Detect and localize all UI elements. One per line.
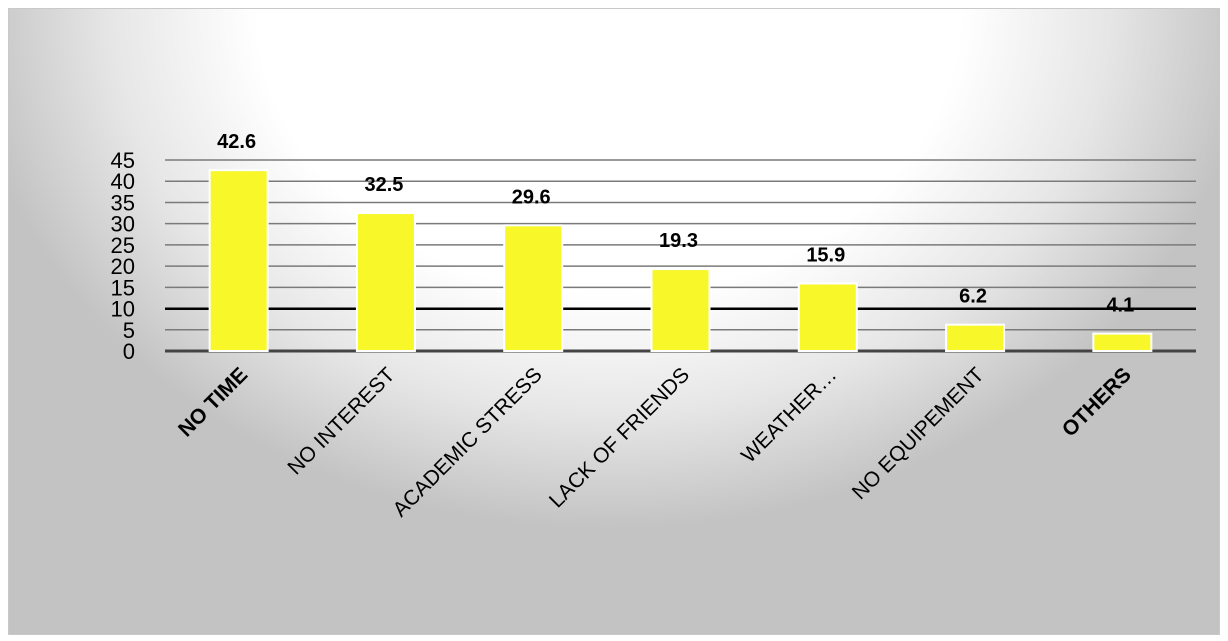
data-label: 15.9 bbox=[806, 245, 845, 267]
x-category-label: NO TIME bbox=[174, 363, 252, 441]
bar-2 bbox=[355, 212, 416, 352]
y-tick-label: 10 bbox=[111, 297, 135, 322]
x-category-label: NO INTEREST bbox=[283, 363, 399, 479]
gridlines bbox=[165, 159, 1196, 353]
y-tick-label: 15 bbox=[111, 275, 135, 300]
bar-5 bbox=[797, 282, 858, 352]
y-tick-label: 30 bbox=[111, 212, 135, 237]
bar-1 bbox=[208, 169, 269, 352]
y-tick-label: 20 bbox=[111, 254, 135, 279]
y-tick-label: 0 bbox=[123, 339, 135, 364]
bar-4 bbox=[650, 268, 711, 352]
data-label: 6.2 bbox=[959, 286, 987, 308]
chart-frame bbox=[8, 8, 1220, 635]
x-category-label: LACK OF FRIENDS bbox=[545, 363, 694, 512]
y-tick-label: 40 bbox=[111, 169, 135, 194]
y-tick-label: 45 bbox=[111, 148, 135, 173]
data-label: 4.1 bbox=[1106, 295, 1134, 317]
data-label: 29.6 bbox=[512, 186, 551, 208]
bar-7 bbox=[1092, 332, 1153, 352]
data-label: 32.5 bbox=[364, 174, 403, 196]
data-label: 42.6 bbox=[217, 131, 256, 153]
data-label: 19.3 bbox=[659, 230, 698, 252]
x-category-label: NO EQUIPEMENT bbox=[848, 363, 989, 504]
bar-3 bbox=[503, 224, 564, 352]
bars bbox=[208, 169, 1153, 353]
y-tick-label: 35 bbox=[111, 190, 135, 215]
bar-6 bbox=[945, 323, 1006, 353]
y-tick-label: 25 bbox=[111, 233, 135, 258]
y-tick-label: 5 bbox=[123, 318, 135, 343]
x-category-label: WEATHER… bbox=[737, 363, 841, 467]
data-labels: 42.6 32.5 29.6 19.3 15.9 6.2 4.1 bbox=[217, 131, 1134, 316]
x-category-label: OTHERS bbox=[1058, 363, 1136, 441]
x-category-label: ACADEMIC STRESS bbox=[389, 363, 547, 521]
